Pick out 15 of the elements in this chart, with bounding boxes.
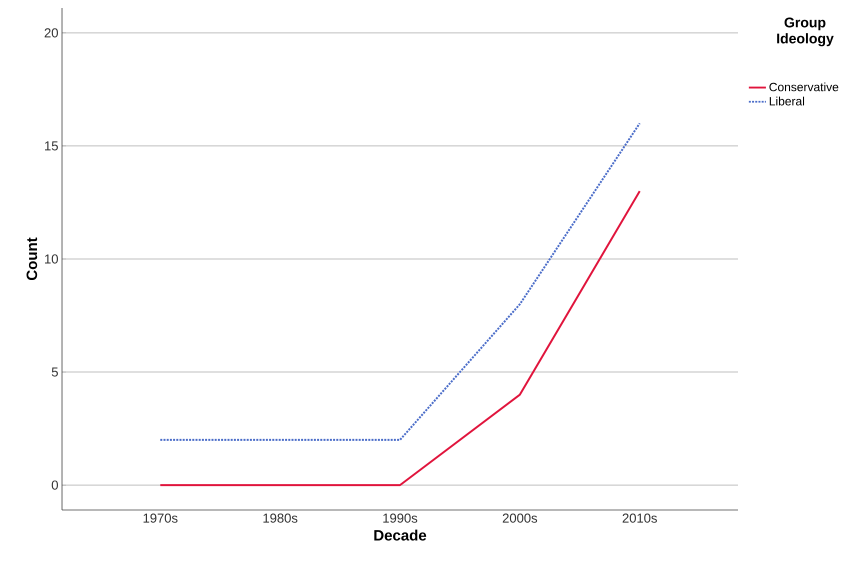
x-tick-label: 2000s [502, 514, 538, 523]
x-tick-label: 1990s [383, 514, 418, 523]
x-tick-label: 2010s [622, 514, 657, 523]
legend-title: Group Ideology [777, 18, 834, 46]
y-tick-label: 20 [44, 28, 58, 38]
x-tick-label: 1970s [144, 514, 178, 523]
y-tick-label: 5 [52, 368, 58, 377]
x-tick-label: 1980s [263, 514, 298, 523]
legend-label: Conservative [769, 82, 838, 92]
legend-label: Liberal [770, 96, 804, 106]
y-axis-title: Count [26, 238, 38, 280]
y-tick-label: 15 [45, 141, 58, 150]
x-axis-title: Decade [374, 530, 426, 541]
y-tick-label: 0 [52, 480, 58, 490]
y-tick-label: 10 [45, 254, 58, 264]
